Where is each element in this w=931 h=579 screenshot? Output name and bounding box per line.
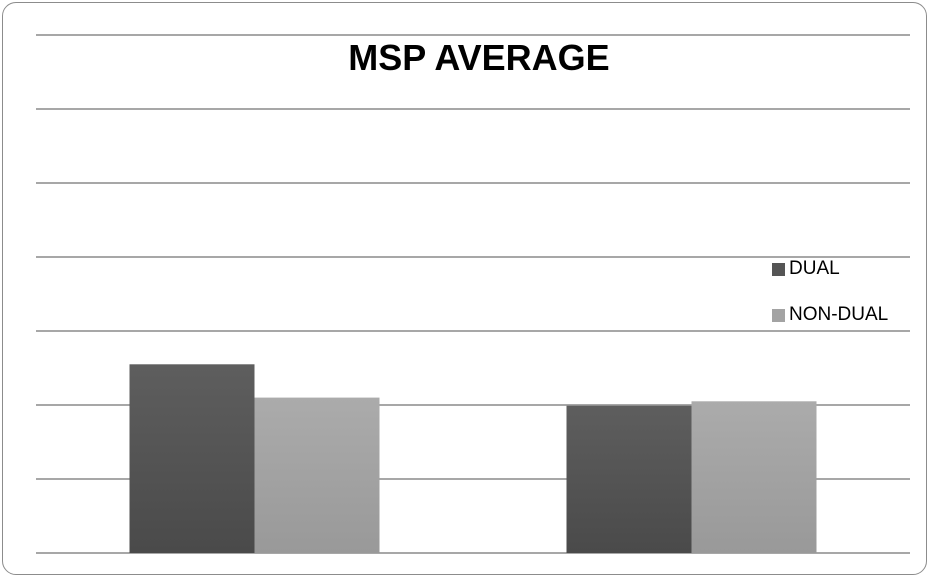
legend-item-non-dual: NON-DUAL bbox=[772, 304, 922, 326]
legend-swatch-non-dual bbox=[772, 308, 785, 322]
chart-title: MSP AVERAGE bbox=[348, 37, 609, 78]
bar-non-dual-2 bbox=[691, 401, 817, 553]
bar-dual-2 bbox=[566, 405, 692, 553]
bar-dual-1 bbox=[129, 364, 255, 553]
legend-label-dual: DUAL bbox=[789, 258, 840, 279]
legend-swatch-dual bbox=[772, 262, 785, 276]
legend-label-non-dual: NON-DUAL bbox=[789, 304, 889, 325]
bars bbox=[129, 364, 817, 553]
legend-item-dual: DUAL bbox=[772, 258, 922, 280]
legend: DUAL NON-DUAL bbox=[772, 258, 922, 350]
bar-non-dual-1 bbox=[254, 397, 380, 553]
